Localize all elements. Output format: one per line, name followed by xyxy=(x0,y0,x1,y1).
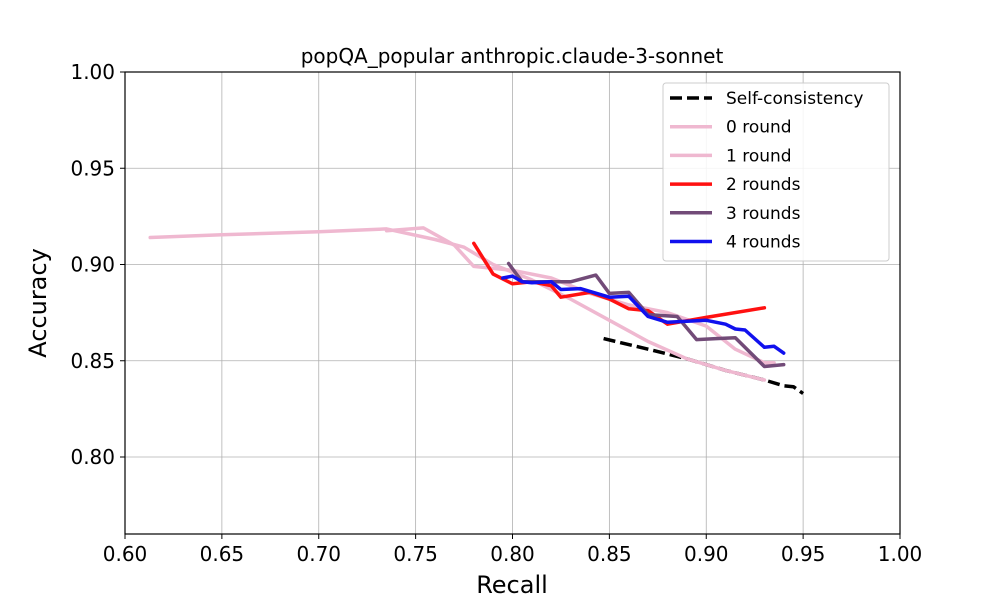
x-axis-label: Recall xyxy=(476,571,548,599)
x-tick-label: 0.70 xyxy=(296,542,341,566)
x-tick-label: 0.95 xyxy=(781,542,826,566)
chart-title: popQA_popular anthropic.claude-3-sonnet xyxy=(301,44,724,68)
x-tick-label: 0.85 xyxy=(587,542,632,566)
legend-label-3: 2 rounds xyxy=(726,175,801,195)
series-line-5 xyxy=(501,274,786,355)
y-tick-label: 0.90 xyxy=(70,253,115,277)
legend-frame xyxy=(662,82,890,262)
ticks: 0.60 0.65 0.70 0.75 0.80 0.85 0.90 0.95 1.00 0.80… xyxy=(70,60,922,566)
series-line-1 xyxy=(148,227,767,382)
y-tick-label: 0.80 xyxy=(70,445,115,469)
legend-label-4: 3 rounds xyxy=(726,204,801,224)
x-tick-label: 1.00 xyxy=(878,542,923,566)
x-tick-label: 0.90 xyxy=(684,542,729,566)
x-tick-label: 0.80 xyxy=(490,542,535,566)
x-tick-label: 0.60 xyxy=(103,542,148,566)
y-tick-label: 0.85 xyxy=(70,349,115,373)
legend-label-2: 1 round xyxy=(726,146,792,166)
x-tick-label: 0.65 xyxy=(200,542,245,566)
x-tick-label: 0.75 xyxy=(393,542,438,566)
series-layer xyxy=(148,226,805,395)
legend-label-1: 0 round xyxy=(726,118,792,138)
y-tick-label: 0.95 xyxy=(70,156,115,180)
y-tick-label: 1.00 xyxy=(70,60,115,84)
legend: Self-consistency 0 round 1 round 2 rounds 3 … xyxy=(662,82,890,262)
legend-label-0: Self-consistency xyxy=(726,89,863,109)
y-axis-label: Accuracy xyxy=(24,248,52,358)
legend-label-5: 4 rounds xyxy=(726,233,801,253)
